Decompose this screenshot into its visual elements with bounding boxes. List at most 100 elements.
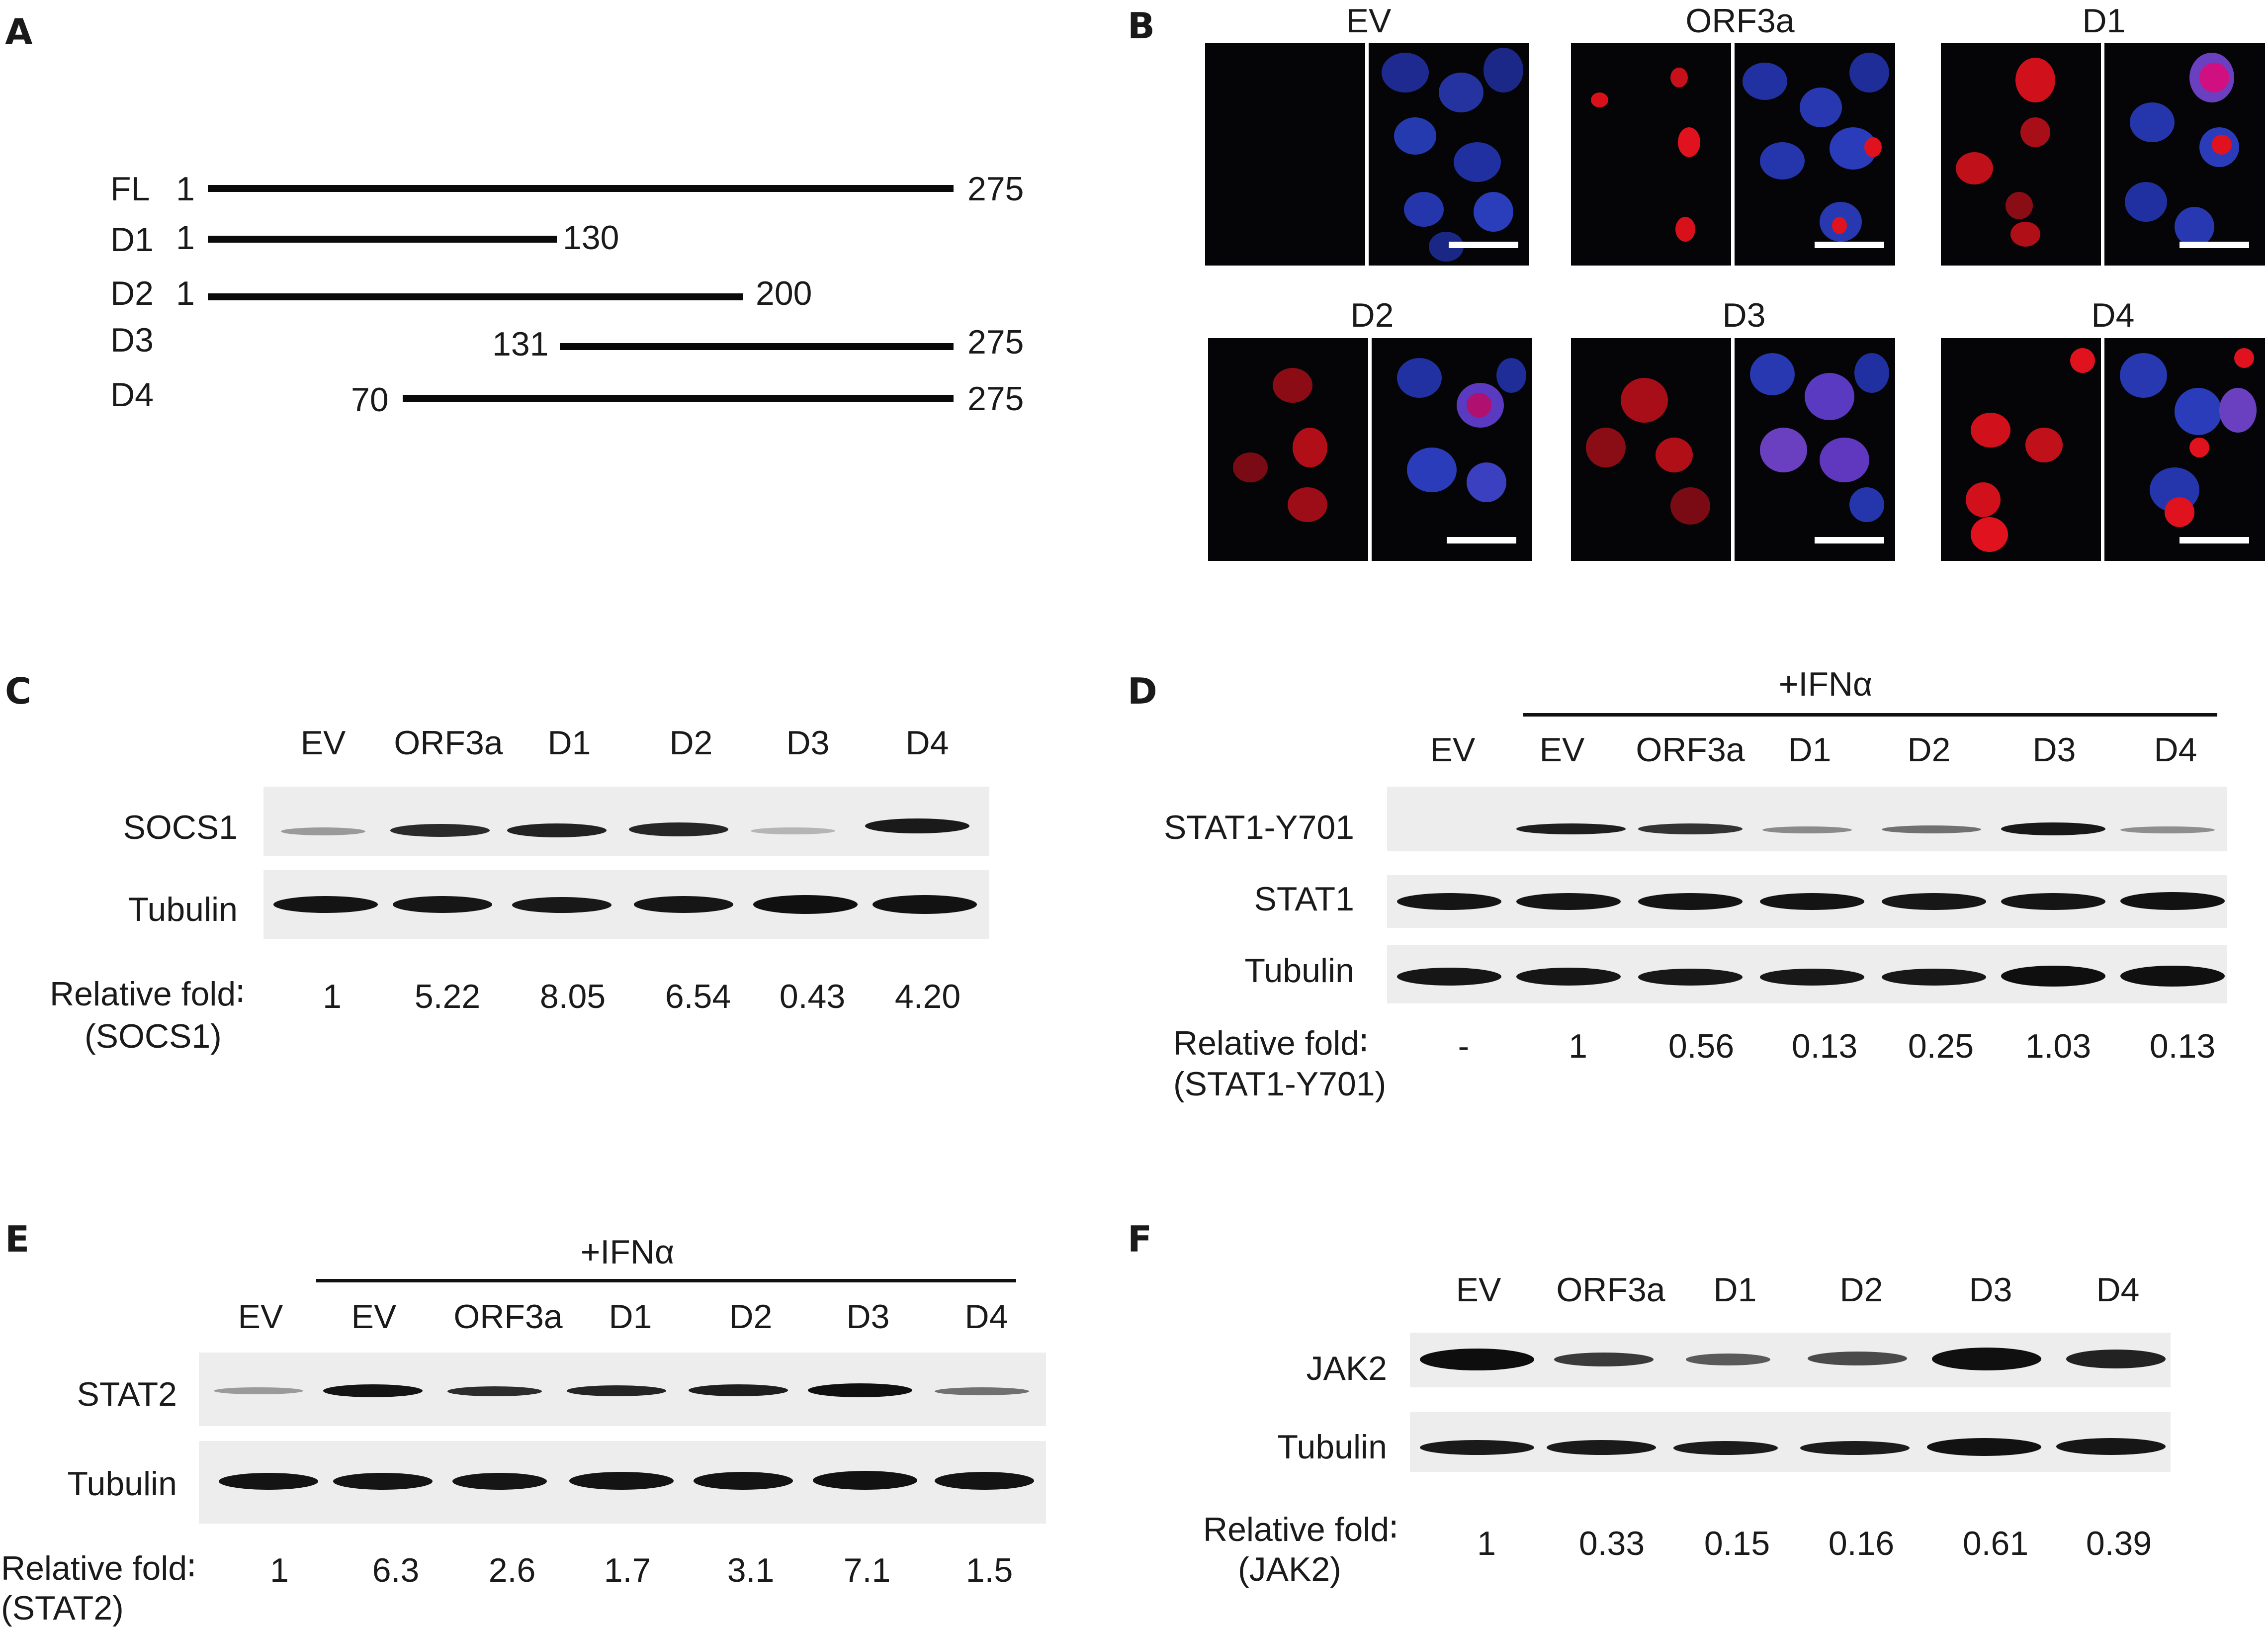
construct-end: 275 xyxy=(967,380,1024,418)
fold-value: 2.6 xyxy=(488,1551,536,1589)
lane-label: EV xyxy=(1539,731,1585,769)
blot-strip xyxy=(1410,1333,2171,1387)
row-label: SOCS1 xyxy=(123,809,238,846)
fold-value: 1 xyxy=(270,1551,289,1589)
panel-label-d: D xyxy=(1128,670,1157,712)
lane-label: EV xyxy=(1430,731,1476,769)
lane-label: D1 xyxy=(1713,1271,1757,1309)
fold-value: 0.56 xyxy=(1668,1027,1735,1065)
micrograph-d1 xyxy=(1941,43,2265,266)
construct-bar xyxy=(208,236,557,243)
microscopy-title: D2 xyxy=(1350,296,1394,334)
micrograph-ev xyxy=(1205,43,1529,266)
construct-name: D3 xyxy=(110,321,154,359)
fold-value: 1 xyxy=(323,978,342,1015)
fold-value: 6.54 xyxy=(665,978,731,1015)
construct-bar xyxy=(403,395,954,402)
treatment-label: +IFNα xyxy=(1778,665,1873,703)
micrograph-d2 xyxy=(1208,338,1532,561)
fold-value: 0.13 xyxy=(1791,1027,1858,1065)
construct-start: 131 xyxy=(492,325,549,363)
lane-label: ORF3a xyxy=(1556,1271,1665,1309)
lane-label: EV xyxy=(300,724,346,762)
lane-label: D2 xyxy=(1907,731,1951,769)
lane-label: D3 xyxy=(846,1298,890,1336)
lane-label: D1 xyxy=(1788,731,1832,769)
fold-value: 0.15 xyxy=(1704,1525,1770,1562)
construct-name: D1 xyxy=(110,221,154,259)
fold-value: 0.43 xyxy=(779,978,846,1015)
construct-name: FL xyxy=(110,170,150,208)
micrograph-d4 xyxy=(1941,338,2265,561)
fold-label: Relative fold∶ xyxy=(1173,1024,1368,1062)
lane-label: D3 xyxy=(2032,731,2076,769)
construct-start: 1 xyxy=(176,170,195,208)
fold-value: 0.33 xyxy=(1578,1525,1645,1562)
construct-bar xyxy=(208,185,954,192)
fold-value: 3.1 xyxy=(727,1551,775,1589)
row-label: Tubulin xyxy=(67,1465,177,1503)
construct-start: 1 xyxy=(176,219,195,257)
construct-name: D2 xyxy=(110,274,154,312)
panel-label-e: E xyxy=(5,1218,30,1260)
construct-end: 130 xyxy=(563,219,619,257)
lane-label: D2 xyxy=(729,1298,773,1336)
fold-label: Relative fold∶ xyxy=(1,1549,196,1587)
fold-value: - xyxy=(1458,1027,1470,1065)
blot-strip xyxy=(1387,945,2227,1003)
panel-label-c: C xyxy=(5,670,31,712)
construct-name: D4 xyxy=(110,376,154,414)
row-label: JAK2 xyxy=(1306,1350,1387,1387)
blot-strip xyxy=(199,1353,1046,1426)
fold-label: Relative fold∶ xyxy=(1203,1511,1398,1548)
construct-bar xyxy=(560,343,954,350)
treatment-bracket xyxy=(1523,713,2217,717)
microscopy-title: EV xyxy=(1346,2,1392,40)
row-label: Tubulin xyxy=(1277,1428,1387,1466)
lane-label: D2 xyxy=(669,724,713,762)
construct-end: 275 xyxy=(967,323,1024,361)
lane-label: ORF3a xyxy=(1636,731,1745,769)
panel-label-b: B xyxy=(1128,5,1155,47)
lane-label: D4 xyxy=(905,724,949,762)
lane-label: D1 xyxy=(609,1298,652,1336)
microscopy-title: D1 xyxy=(2082,2,2126,40)
fold-value: 1.03 xyxy=(2025,1027,2092,1065)
treatment-bracket xyxy=(316,1279,1016,1282)
construct-start: 1 xyxy=(176,274,195,312)
blot-strip xyxy=(1387,787,2227,851)
row-label: Tubulin xyxy=(128,891,238,928)
fold-value: 8.05 xyxy=(539,978,606,1015)
lane-label: ORF3a xyxy=(453,1298,563,1336)
microscopy-title: D4 xyxy=(2091,296,2135,334)
lane-label: D1 xyxy=(547,724,591,762)
fold-value: 7.1 xyxy=(843,1551,891,1589)
fold-value: 0.61 xyxy=(1962,1525,2029,1562)
panel-label-f: F xyxy=(1128,1218,1152,1260)
fold-value: 4.20 xyxy=(894,978,961,1015)
treatment-label: +IFNα xyxy=(580,1233,675,1271)
fold-sublabel: (JAK2) xyxy=(1238,1550,1341,1588)
construct-start: 70 xyxy=(351,381,389,419)
lane-label: D3 xyxy=(1969,1271,2012,1309)
fold-value: 1 xyxy=(1477,1525,1496,1562)
row-label: STAT1-Y701 xyxy=(1164,809,1354,846)
fold-value: 0.16 xyxy=(1828,1525,1895,1562)
fold-sublabel: (STAT1-Y701) xyxy=(1173,1065,1387,1103)
fold-value: 6.3 xyxy=(372,1551,420,1589)
lane-label: ORF3a xyxy=(394,724,503,762)
construct-end: 275 xyxy=(967,170,1024,208)
fold-sublabel: (STAT2) xyxy=(1,1589,124,1627)
lane-label: EV xyxy=(1456,1271,1501,1309)
blot-strip xyxy=(1387,875,2227,928)
fold-label: Relative fold∶ xyxy=(50,975,245,1013)
fold-value: 5.22 xyxy=(414,978,481,1015)
lane-label: D4 xyxy=(2154,731,2197,769)
blot-strip xyxy=(1410,1412,2171,1472)
row-label: STAT1 xyxy=(1254,880,1354,918)
construct-bar xyxy=(208,293,743,300)
fold-value: 0.25 xyxy=(1908,1027,1974,1065)
blot-strip xyxy=(263,787,989,856)
fold-sublabel: (SOCS1) xyxy=(85,1017,222,1055)
row-label: Tubulin xyxy=(1244,952,1354,990)
